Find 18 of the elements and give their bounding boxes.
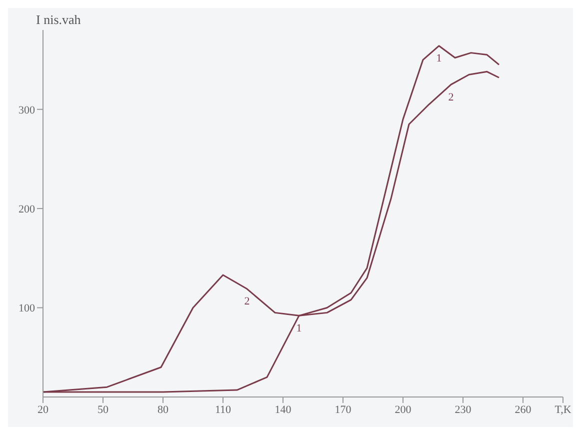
annotation: 2 (244, 296, 250, 308)
x-tick-label: 260 (514, 404, 532, 416)
x-tick-label: 110 (214, 404, 232, 416)
annotation: 1 (436, 52, 442, 65)
x-tick-label: 200 (394, 404, 412, 416)
x-tick-label: 20 (38, 404, 49, 416)
y-tick-label: 100 (18, 302, 36, 315)
x-tick-label: 140 (274, 404, 292, 416)
annotation: 2 (448, 91, 454, 104)
x-tick-label: 230 (454, 404, 472, 416)
x-tick-label: 170 (334, 404, 352, 416)
y-tick-label: 300 (18, 104, 36, 116)
x-tick-label: T,K (554, 404, 572, 416)
annotation: 1 (296, 322, 302, 334)
y-axis-title: I nis.vah (36, 12, 81, 28)
x-tick-label: 50 (98, 404, 109, 416)
y-tick-label: 200 (18, 203, 36, 216)
x-tick-label: 80 (158, 404, 169, 416)
